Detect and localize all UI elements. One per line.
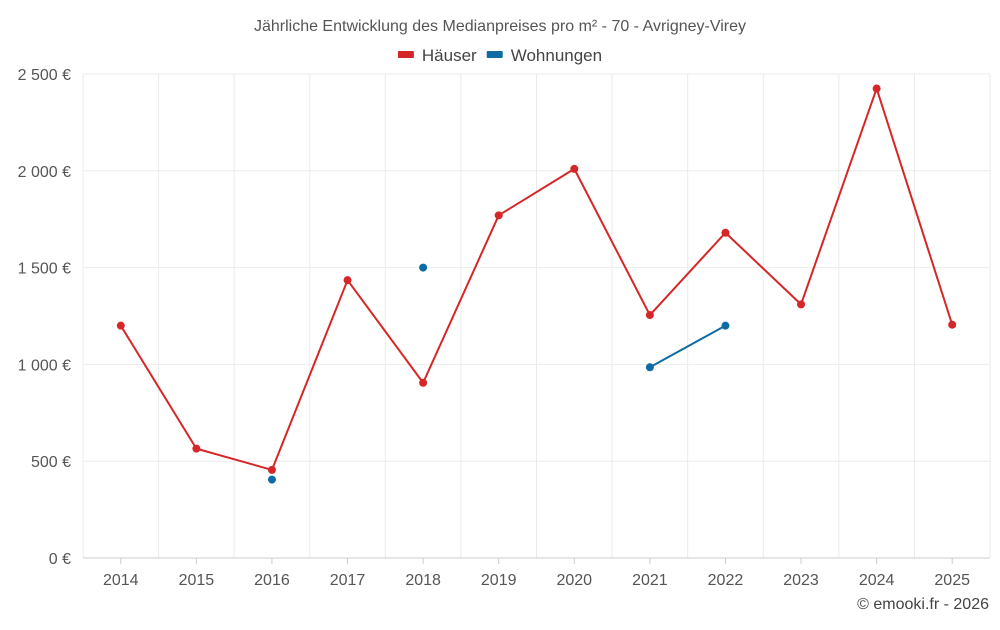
- x-tick-label: 2018: [405, 572, 441, 589]
- data-point[interactable]: [872, 84, 881, 93]
- series-line-segment: [800, 87, 878, 306]
- x-axis: 2014 2015 2016 2017 2018 2019 2020 2021 2022 2023…: [83, 557, 990, 589]
- x-tick-label: 2014: [103, 572, 139, 589]
- data-point[interactable]: [267, 465, 276, 474]
- x-tick-label: 2022: [708, 572, 744, 589]
- data-point[interactable]: [192, 444, 201, 453]
- legend-item[interactable]: Wohnungen: [486, 46, 602, 65]
- credit-text: © emooki.fr - 2026: [857, 596, 989, 613]
- series-line-segment: [270, 279, 349, 471]
- data-point[interactable]: [645, 311, 654, 320]
- series-h-user: [116, 84, 957, 474]
- data-point[interactable]: [343, 276, 352, 285]
- x-tick-label: 2021: [632, 572, 668, 589]
- series-line-segment: [422, 214, 500, 384]
- y-tick-label: 2 500 €: [18, 67, 71, 84]
- y-tick-label: 500 €: [31, 454, 71, 471]
- x-tick-label: 2019: [481, 572, 517, 589]
- y-tick-label: 0 €: [49, 551, 71, 568]
- data-point[interactable]: [267, 475, 276, 484]
- series-line-segment: [573, 167, 651, 317]
- legend-label: Wohnungen: [511, 46, 602, 65]
- data-point[interactable]: [721, 321, 730, 330]
- series-line-segment: [346, 279, 425, 384]
- y-tick-label: 1 500 €: [18, 261, 71, 278]
- series-line-segment: [195, 447, 273, 471]
- series-line-segment: [119, 324, 198, 450]
- data-point[interactable]: [570, 164, 579, 173]
- y-axis: 0 € 500 € 1 000 € 1 500 € 2 000 € 2 500 €: [18, 67, 71, 568]
- x-tick-label: 2023: [783, 572, 819, 589]
- y-tick-label: 1 000 €: [18, 357, 71, 374]
- series-wohnungen: [267, 263, 730, 484]
- data-point[interactable]: [948, 320, 957, 329]
- series-line-segment: [724, 231, 803, 306]
- series-layer: [116, 84, 957, 484]
- series-line-segment: [648, 324, 727, 369]
- y-tick-label: 2 000 €: [18, 164, 71, 181]
- data-point[interactable]: [116, 321, 125, 330]
- data-point[interactable]: [419, 263, 428, 272]
- legend-label: Häuser: [422, 46, 477, 65]
- data-point[interactable]: [645, 363, 654, 372]
- legend-swatch: [397, 51, 414, 58]
- data-point[interactable]: [797, 300, 806, 309]
- data-point[interactable]: [721, 228, 730, 237]
- x-tick-label: 2020: [556, 572, 592, 589]
- series-line-segment: [497, 167, 576, 217]
- x-tick-label: 2015: [179, 572, 215, 589]
- x-tick-label: 2017: [330, 572, 366, 589]
- data-point[interactable]: [494, 211, 503, 220]
- chart-title: Jährliche Entwicklung des Medianpreises …: [254, 18, 746, 35]
- legend-item[interactable]: Häuser: [397, 46, 477, 65]
- x-tick-label: 2025: [934, 572, 970, 589]
- series-line-segment: [648, 231, 727, 317]
- legend: Häuser Wohnungen: [397, 46, 602, 65]
- series-line-segment: [875, 87, 954, 326]
- data-point[interactable]: [419, 378, 428, 387]
- x-tick-label: 2024: [859, 572, 895, 589]
- legend-swatch: [486, 51, 503, 58]
- grid: [82, 73, 991, 559]
- x-tick-label: 2016: [254, 572, 290, 589]
